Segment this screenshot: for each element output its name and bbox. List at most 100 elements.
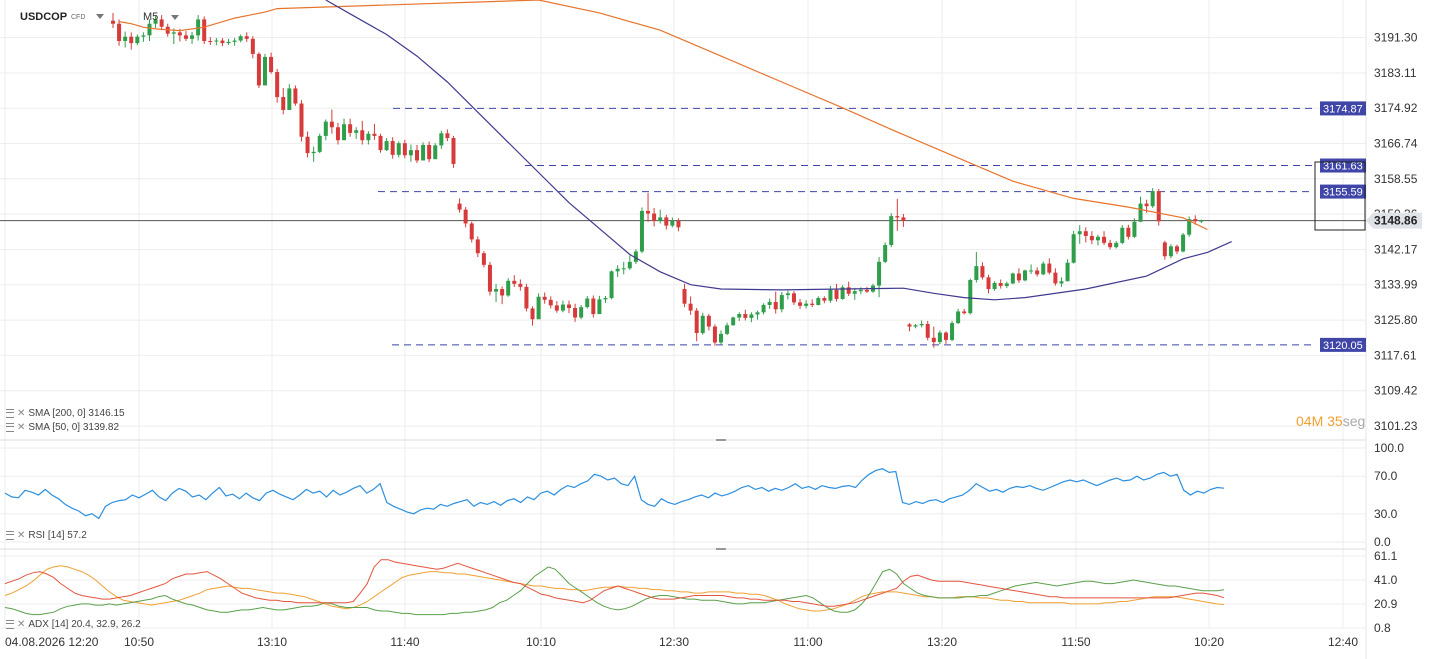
candle-body xyxy=(208,40,213,42)
close-icon[interactable]: ✕ xyxy=(17,408,26,419)
candle-body xyxy=(761,304,766,313)
candle-body xyxy=(767,301,772,305)
price-level-tag[interactable] xyxy=(1320,184,1366,199)
candle-body xyxy=(177,32,182,36)
candle-body xyxy=(609,271,614,299)
symbol-dropdown-icon[interactable] xyxy=(96,14,104,19)
plus-di-line xyxy=(4,566,1225,616)
legend-rsi[interactable]: ✕ RSI [14] 57.2 xyxy=(6,530,87,541)
adx-axis-tick: 0.8 xyxy=(1374,621,1391,635)
candle-body xyxy=(1065,262,1070,282)
close-icon[interactable]: ✕ xyxy=(17,530,26,541)
candle-countdown: 04M 35seg xyxy=(1296,413,1365,429)
candle-body xyxy=(925,323,930,338)
candle-body xyxy=(111,20,115,24)
time-axis-tick: 13:10 xyxy=(257,635,287,649)
indicator-settings-icon[interactable] xyxy=(6,423,14,432)
candle-body xyxy=(1016,273,1021,281)
time-axis-tick: 11:40 xyxy=(390,635,419,649)
candle-body xyxy=(1144,203,1149,207)
sma200-line xyxy=(118,0,1208,231)
candle-body xyxy=(129,36,134,44)
candle-body xyxy=(986,277,991,290)
candle-body xyxy=(1114,242,1119,248)
candle-body xyxy=(706,315,711,327)
indicator-settings-icon[interactable] xyxy=(6,409,14,418)
candle-body xyxy=(974,266,979,280)
candle-body xyxy=(214,40,219,42)
candle-body xyxy=(1047,263,1052,273)
candle-body xyxy=(828,289,833,301)
candle-body xyxy=(585,298,590,308)
candle-body xyxy=(567,304,571,308)
candle-body xyxy=(615,268,620,272)
candle-body xyxy=(834,289,839,299)
candle-body xyxy=(147,23,152,36)
candle-body xyxy=(232,40,237,42)
symbol-label[interactable]: USDCOP xyxy=(20,11,68,23)
candle-body xyxy=(676,220,681,228)
candle-body xyxy=(427,144,432,160)
candle-body xyxy=(317,135,322,152)
price-level-label: 3174.87 xyxy=(1323,103,1363,115)
candle-body xyxy=(1156,191,1161,222)
adx-axis-tick: 20.9 xyxy=(1374,597,1398,611)
candle-body xyxy=(554,305,559,311)
timeframe-dropdown-icon[interactable] xyxy=(171,15,179,20)
candle-body xyxy=(998,282,1003,286)
adx-pane xyxy=(4,559,1225,616)
legend-sma200[interactable]: ✕ SMA [200, 0] 3146.15 xyxy=(6,408,125,419)
candle-body xyxy=(597,299,602,315)
adx-axis-tick: 61.1 xyxy=(1374,549,1398,563)
legend-adx[interactable]: ✕ ADX [14] 20.4, 32.9, 26.2 xyxy=(6,619,141,630)
candle-body xyxy=(402,143,407,156)
candle-body xyxy=(840,287,845,299)
time-axis-tick: 10:50 xyxy=(124,635,154,649)
candle-body xyxy=(700,315,705,334)
indicator-settings-icon[interactable] xyxy=(6,620,14,629)
candle-body xyxy=(542,296,547,300)
time-axis-tick: 11:50 xyxy=(1061,635,1090,649)
time-axis-tick: 13:20 xyxy=(927,635,957,649)
candle-body xyxy=(408,150,413,156)
price-level-tag[interactable] xyxy=(1320,101,1366,116)
candle-body xyxy=(1132,221,1137,237)
candle-body xyxy=(1187,219,1192,235)
legend-adx-text: ADX [14] 20.4, 32.9, 26.2 xyxy=(28,619,141,630)
candle-body xyxy=(1071,234,1076,263)
candle-body xyxy=(238,36,243,41)
candle-body xyxy=(1162,242,1167,257)
price-axis-tick: 3101.23 xyxy=(1374,419,1418,433)
candle-body xyxy=(1089,235,1094,241)
candle-body xyxy=(956,311,961,324)
candle-body xyxy=(779,295,784,310)
candle-body xyxy=(846,287,851,294)
close-icon[interactable]: ✕ xyxy=(17,619,26,630)
candle-body xyxy=(481,253,486,265)
candle-body xyxy=(244,36,249,39)
candle-body xyxy=(791,293,796,303)
indicator-settings-icon[interactable] xyxy=(6,531,14,540)
candle-body xyxy=(877,261,882,286)
candle-body xyxy=(226,41,231,44)
candle-body xyxy=(469,223,474,240)
candle-body xyxy=(250,38,255,54)
current-price-tag: 3148.86 xyxy=(1366,212,1422,229)
price-levels[interactable]: 3174.87 3161.63 3155.59 3120.05 xyxy=(378,101,1366,352)
candle-body xyxy=(798,302,803,306)
candle-body xyxy=(299,103,304,137)
candle-body xyxy=(670,220,675,226)
candle-body xyxy=(275,72,280,98)
selection-box[interactable] xyxy=(1314,161,1366,231)
candle-body xyxy=(901,217,906,221)
candle-body xyxy=(171,32,176,34)
candle-body xyxy=(263,56,267,86)
legend-sma50[interactable]: ✕ SMA [50, 0] 3139.82 xyxy=(6,422,119,433)
candle-body xyxy=(445,133,450,139)
close-icon[interactable]: ✕ xyxy=(17,422,26,433)
candle-body xyxy=(433,145,438,160)
candle-body xyxy=(421,144,426,161)
timeframe-label[interactable]: M5 xyxy=(143,11,159,23)
price-level-tag[interactable] xyxy=(1320,337,1366,352)
